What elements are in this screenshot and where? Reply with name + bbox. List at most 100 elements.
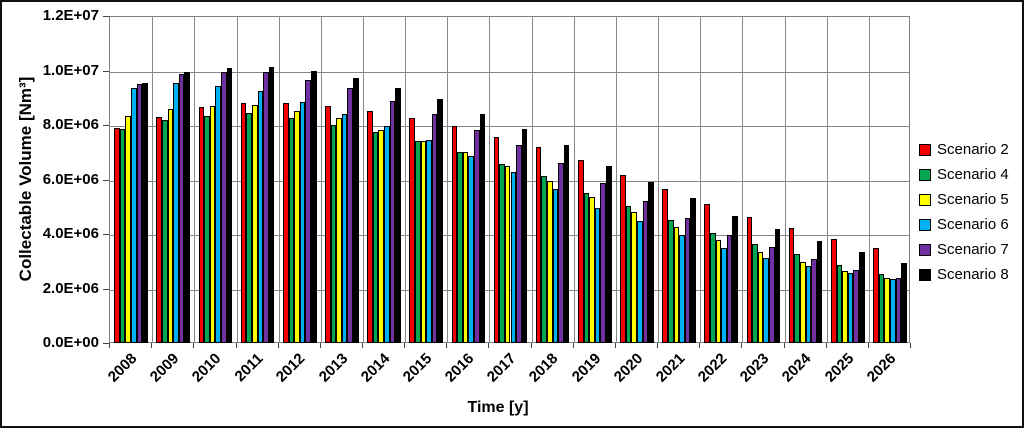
bar-2008-scenario-4 bbox=[119, 129, 126, 343]
legend-item-scenario-7: Scenario 7 bbox=[919, 241, 1009, 258]
bar-2022-scenario-4 bbox=[710, 233, 716, 343]
v-gridline bbox=[826, 17, 828, 342]
x-axis-title: Time [y] bbox=[467, 399, 529, 416]
x-tick-mark bbox=[488, 343, 490, 348]
v-gridline bbox=[236, 17, 238, 342]
plot-area bbox=[109, 16, 910, 344]
bar-2008-scenario-2 bbox=[114, 127, 120, 343]
x-tick-label-2023: 2023 bbox=[737, 350, 773, 386]
bar-2017-scenario-4 bbox=[499, 164, 505, 343]
bar-2010-scenario-8 bbox=[226, 68, 233, 343]
bar-2013-scenario-7 bbox=[347, 88, 354, 343]
v-gridline bbox=[447, 17, 449, 342]
bar-2016-scenario-8 bbox=[479, 114, 486, 343]
bar-2014-scenario-4 bbox=[372, 131, 379, 344]
legend-swatch bbox=[919, 168, 931, 181]
bar-2011-scenario-5 bbox=[251, 104, 258, 343]
v-gridline bbox=[658, 17, 660, 342]
v-gridline bbox=[615, 17, 617, 342]
bar-2013-scenario-8 bbox=[353, 77, 359, 343]
bar-2011-scenario-2 bbox=[240, 103, 247, 343]
bar-2010-scenario-6 bbox=[215, 85, 221, 343]
legend-swatch bbox=[919, 193, 931, 206]
y-tick-mark bbox=[103, 125, 109, 126]
bar-2012-scenario-2 bbox=[282, 103, 289, 343]
x-tick-mark bbox=[404, 343, 406, 348]
x-tick-mark bbox=[235, 343, 237, 348]
bar-2022-scenario-6 bbox=[721, 248, 727, 343]
v-gridline bbox=[152, 17, 154, 342]
legend-item-scenario-6: Scenario 6 bbox=[919, 216, 1009, 233]
x-tick-mark bbox=[109, 343, 110, 348]
v-gridline bbox=[573, 17, 575, 342]
bar-2022-scenario-8 bbox=[732, 215, 739, 343]
y-tick-mark bbox=[103, 70, 109, 72]
bar-2020-scenario-5 bbox=[631, 211, 637, 343]
bar-2025-scenario-4 bbox=[836, 264, 843, 343]
x-tick-label-2012: 2012 bbox=[273, 350, 309, 386]
y-tick-label: 8.0E+06 bbox=[42, 116, 99, 133]
legend-label: Scenario 5 bbox=[937, 191, 1009, 208]
h-gridline bbox=[110, 71, 909, 73]
bar-2015-scenario-7 bbox=[431, 114, 438, 343]
bar-2009-scenario-6 bbox=[173, 83, 179, 343]
x-tick-mark bbox=[193, 343, 195, 348]
x-tick-mark bbox=[783, 343, 785, 348]
x-tick-mark bbox=[319, 343, 321, 348]
legend-swatch bbox=[919, 143, 931, 156]
bar-2018-scenario-8 bbox=[563, 145, 570, 343]
bar-2020-scenario-2 bbox=[620, 175, 626, 343]
bar-2025-scenario-6 bbox=[847, 272, 854, 343]
bar-2011-scenario-8 bbox=[268, 66, 275, 344]
x-tick-label-2024: 2024 bbox=[779, 350, 815, 386]
bar-2026-scenario-7 bbox=[895, 278, 902, 343]
legend-item-scenario-4: Scenario 4 bbox=[919, 166, 1009, 183]
bar-2014-scenario-6 bbox=[384, 126, 390, 343]
x-tick-label-2015: 2015 bbox=[399, 350, 436, 386]
legend-label: Scenario 8 bbox=[937, 266, 1009, 283]
bar-2016-scenario-4 bbox=[457, 152, 463, 343]
bar-2020-scenario-6 bbox=[636, 221, 643, 343]
x-tick-label-2010: 2010 bbox=[188, 350, 225, 386]
bar-2009-scenario-8 bbox=[184, 72, 191, 343]
bar-2013-scenario-5 bbox=[336, 118, 342, 343]
x-tick-mark bbox=[446, 343, 448, 348]
bar-2023-scenario-8 bbox=[774, 229, 781, 343]
y-tick-mark bbox=[103, 179, 109, 181]
bar-2017-scenario-5 bbox=[504, 165, 511, 343]
x-tick-mark bbox=[530, 343, 532, 348]
legend-item-scenario-5: Scenario 5 bbox=[919, 191, 1009, 208]
v-gridline bbox=[742, 17, 744, 342]
v-gridline bbox=[868, 17, 870, 342]
legend-label: Scenario 6 bbox=[937, 216, 1009, 233]
bar-2009-scenario-2 bbox=[156, 116, 163, 343]
bar-2023-scenario-4 bbox=[752, 244, 758, 343]
bar-2026-scenario-8 bbox=[901, 263, 907, 343]
legend-swatch bbox=[919, 243, 931, 256]
v-gridline bbox=[362, 17, 364, 342]
x-tick-mark bbox=[614, 343, 616, 348]
bar-2022-scenario-7 bbox=[726, 234, 733, 343]
legend-label: Scenario 4 bbox=[937, 166, 1009, 183]
x-tick-mark bbox=[657, 343, 659, 348]
bar-2021-scenario-4 bbox=[667, 219, 674, 343]
bar-2013-scenario-4 bbox=[330, 125, 337, 343]
bar-2014-scenario-7 bbox=[389, 100, 396, 343]
bar-2026-scenario-5 bbox=[884, 278, 890, 343]
bar-2023-scenario-2 bbox=[746, 217, 753, 343]
legend-label: Scenario 2 bbox=[937, 141, 1009, 158]
bar-2024-scenario-8 bbox=[816, 241, 823, 343]
bar-2012-scenario-5 bbox=[294, 111, 300, 343]
bar-2011-scenario-6 bbox=[257, 91, 264, 343]
bar-2010-scenario-4 bbox=[204, 115, 210, 343]
x-tick-label-2020: 2020 bbox=[610, 350, 647, 386]
y-tick-label: 1.2E+07 bbox=[42, 7, 99, 24]
bar-2012-scenario-8 bbox=[310, 70, 317, 343]
y-tick-label: 4.0E+06 bbox=[42, 225, 99, 242]
bar-2019-scenario-2 bbox=[578, 160, 584, 343]
x-tick-label-2026: 2026 bbox=[863, 350, 900, 386]
bar-2011-scenario-7 bbox=[263, 72, 269, 343]
x-tick-label-2011: 2011 bbox=[231, 350, 267, 386]
bar-2020-scenario-7 bbox=[642, 200, 649, 343]
bar-2014-scenario-2 bbox=[367, 111, 373, 343]
